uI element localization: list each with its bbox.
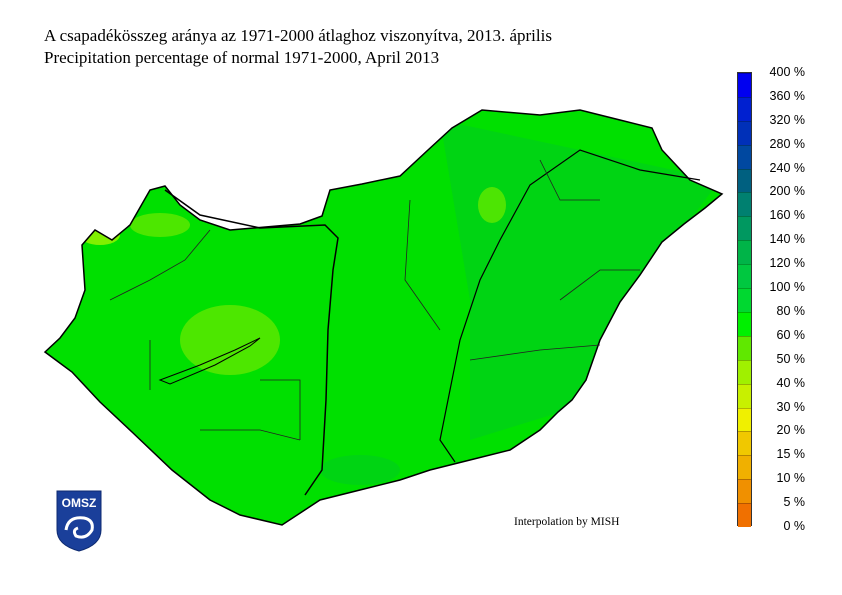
- legend-label: 5 %: [783, 495, 805, 510]
- legend-swatch: [738, 73, 751, 97]
- legend-label: 20 %: [776, 423, 806, 438]
- legend-label: 240 %: [769, 160, 805, 175]
- legend-swatch: [738, 240, 751, 265]
- legend-label: 60 %: [776, 327, 806, 342]
- legend-swatch: [738, 311, 751, 336]
- legend-swatch: [738, 144, 751, 169]
- legend-swatch: [738, 216, 751, 241]
- legend-swatch: [738, 359, 751, 384]
- legend-swatch: [738, 431, 751, 456]
- legend-label: 80 %: [776, 303, 806, 318]
- county-borders: [109, 159, 640, 441]
- northwest-drier-area: [80, 225, 120, 245]
- legend-swatch: [738, 168, 751, 193]
- south-wetter-area: [320, 455, 400, 485]
- bakony-drier-area: [180, 305, 280, 375]
- legend-swatch: [738, 383, 751, 408]
- northwest-drier-area-2: [130, 213, 190, 237]
- legend-swatch: [738, 407, 751, 432]
- legend-label: 10 %: [776, 471, 806, 486]
- legend-label: 160 %: [769, 208, 805, 223]
- legend-label: 0 %: [783, 519, 805, 533]
- legend-label: 360 %: [769, 88, 805, 103]
- color-scale-legend: [737, 72, 752, 527]
- legend-swatch: [738, 503, 751, 527]
- legend-label: 100 %: [769, 280, 805, 295]
- east-wetter-area: [440, 120, 720, 440]
- legend-swatch: [738, 264, 751, 289]
- legend-label: 15 %: [776, 447, 806, 462]
- svg-text:OMSZ: OMSZ: [62, 496, 97, 510]
- legend-label: 200 %: [769, 184, 805, 199]
- legend-swatch: [738, 96, 751, 121]
- legend-label: 320 %: [769, 112, 805, 127]
- legend-label: 140 %: [769, 232, 805, 247]
- lake-balaton: [158, 337, 261, 385]
- legend-swatch: [738, 120, 751, 145]
- legend-label: 280 %: [769, 136, 805, 151]
- legend-label: 50 %: [776, 351, 806, 366]
- legend-label: 120 %: [769, 256, 805, 271]
- legend-label: 400 %: [769, 65, 805, 79]
- title-hungarian: A csapadékösszeg aránya az 1971-2000 átl…: [44, 26, 552, 45]
- interpolation-credit: Interpolation by MISH: [514, 516, 620, 528]
- tisza-river: [439, 149, 701, 463]
- title-english: Precipitation percentage of normal 1971-…: [44, 48, 440, 67]
- legend-swatch: [738, 455, 751, 480]
- omsz-logo: OMSZ: [56, 490, 102, 552]
- legend-swatch: [738, 335, 751, 360]
- legend-swatch: [738, 192, 751, 217]
- legend-swatch: [738, 288, 751, 312]
- legend-label: 40 %: [776, 375, 806, 390]
- danube-river: [164, 189, 339, 496]
- north-drier-area: [478, 187, 506, 223]
- legend-label: 30 %: [776, 399, 806, 414]
- legend-swatch: [738, 479, 751, 504]
